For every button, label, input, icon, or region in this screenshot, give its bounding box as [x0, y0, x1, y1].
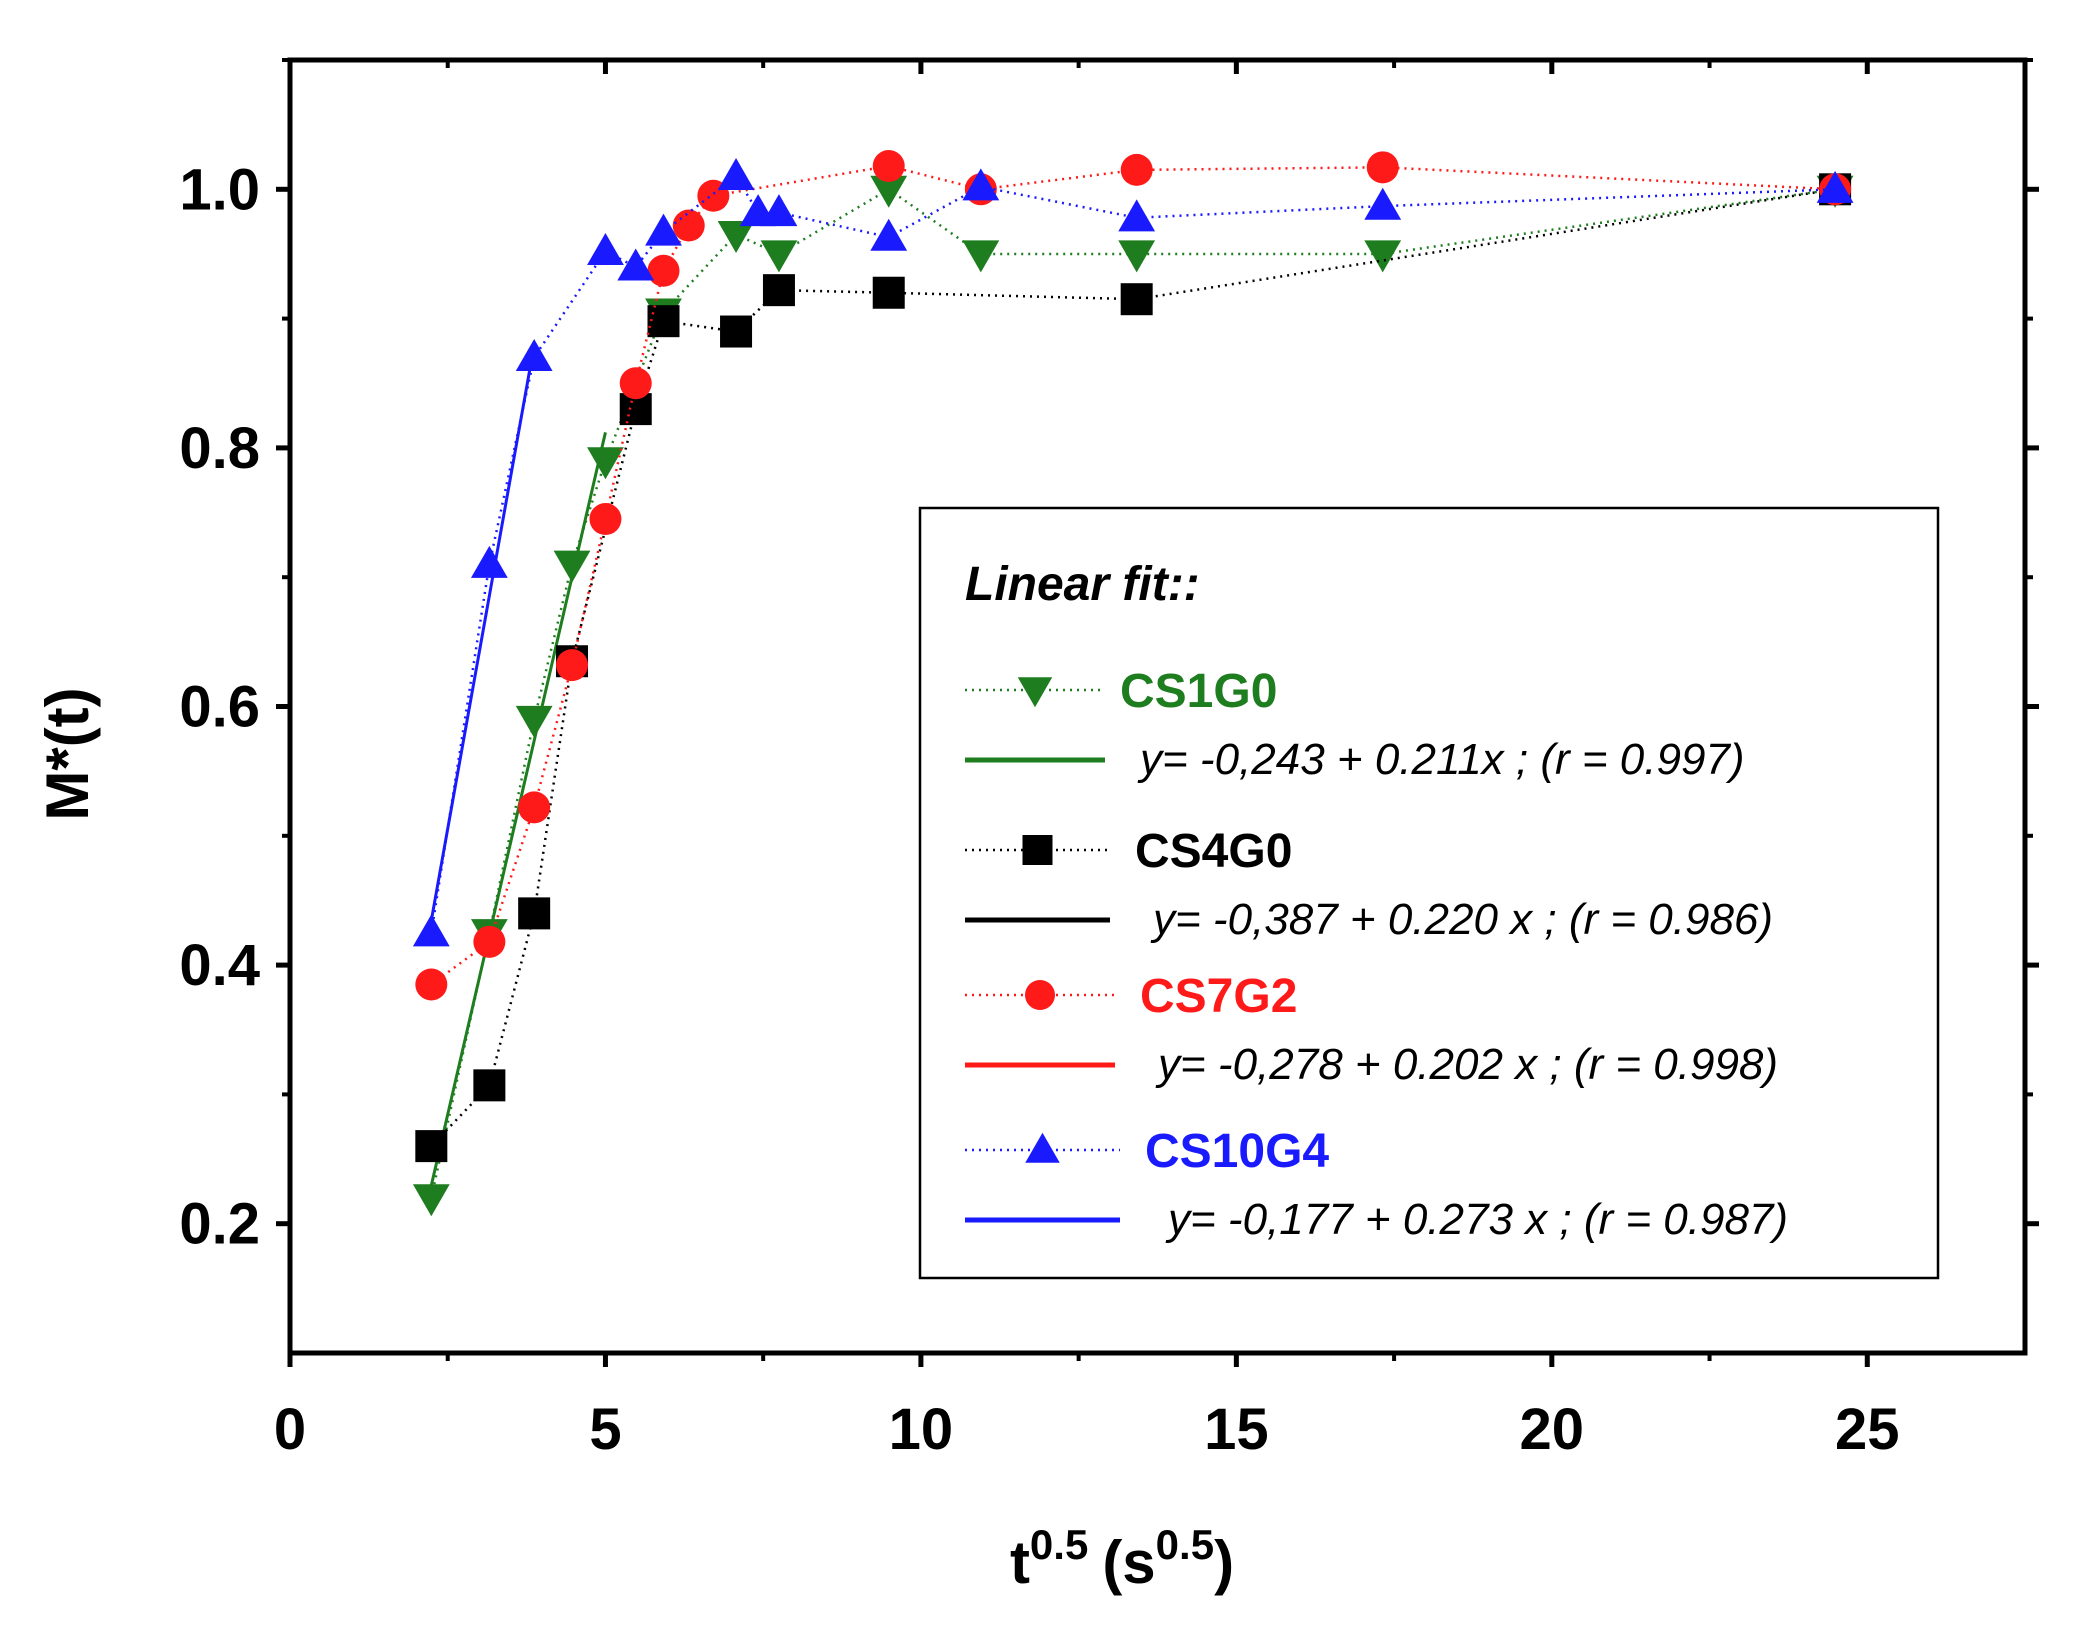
x-tick-label: 10: [889, 1397, 954, 1462]
data-point: [473, 925, 506, 958]
data-point: [587, 447, 624, 480]
legend-equation: y= -0,387 + 0.220 x ; (r = 0.986): [1150, 895, 1773, 944]
x-tick-label: 5: [589, 1397, 621, 1462]
x-axis-title-unit-exponent: 0.5: [1156, 1521, 1214, 1568]
data-point: [760, 194, 798, 227]
y-tick-label: 0.4: [179, 933, 260, 998]
data-point: [1366, 151, 1399, 184]
data-point: [762, 274, 795, 307]
data-point: [647, 254, 680, 287]
fit-line: [429, 344, 536, 921]
data-point: [1118, 240, 1156, 273]
x-axis-title-unit: (s: [1102, 1529, 1155, 1596]
x-tick-label: 25: [1835, 1397, 1900, 1462]
data-point: [870, 175, 908, 208]
x-axis-title-var-exponent: 0.5: [1030, 1521, 1088, 1568]
series-cs10g4: [412, 157, 1854, 947]
data-point: [1017, 677, 1053, 708]
x-axis-title-var: t: [1010, 1529, 1030, 1596]
legend-box: [918, 506, 1940, 1280]
data-point: [617, 248, 655, 281]
x-axis-title: t0.5 (s0.5): [1010, 1521, 1234, 1596]
series-cs4g0: [415, 173, 1852, 1163]
data-point: [412, 914, 450, 947]
data-point: [553, 550, 591, 583]
legend-entries: CS1G0 y= -0,243 + 0.211x ; (r = 0.997) CS4…: [965, 665, 1788, 1244]
data-point: [518, 791, 551, 824]
x-tick-label: 15: [1204, 1397, 1269, 1462]
legend-entry-cs4g0: CS4G0 y= -0,387 + 0.220 x ; (r = 0.986): [965, 825, 1773, 944]
data-point: [647, 305, 680, 338]
axes-layer: 0 5 10 15 20 25 0.2 0.4 0.6 0.8 1.0: [179, 58, 2039, 1462]
data-point: [962, 168, 1000, 201]
data-point: [962, 240, 1000, 273]
data-point: [672, 209, 705, 242]
y-axis-title: M*(t): [34, 687, 101, 820]
data-point: [872, 276, 905, 309]
data-point: [1025, 980, 1055, 1010]
data-point: [872, 150, 905, 183]
data-point: [1120, 283, 1153, 316]
data-point: [619, 367, 652, 400]
data-point: [645, 213, 682, 246]
legend-label: CS10G4: [1145, 1125, 1329, 1178]
y-tick-label: 0.2: [179, 1192, 260, 1257]
data-point: [415, 1130, 448, 1163]
legend-entry-cs10g4: CS10G4 y= -0,177 + 0.273 x ; (r = 0.987): [965, 1125, 1788, 1244]
data-point: [1120, 153, 1153, 186]
data-point: [556, 649, 589, 682]
legend-entry-cs7g2: CS7G2 y= -0,278 + 0.202 x ; (r = 0.998): [965, 970, 1778, 1089]
data-point: [470, 545, 508, 578]
data-point: [587, 232, 624, 265]
data-point: [1364, 240, 1402, 273]
data-point: [589, 503, 622, 536]
y-tick-label: 0.6: [179, 675, 260, 740]
data-point: [717, 157, 755, 190]
data-point: [1025, 1132, 1060, 1163]
data-point: [760, 240, 798, 273]
x-tick-label: 0: [274, 1397, 306, 1462]
data-point: [717, 220, 755, 253]
x-axis-title-close: ): [1214, 1529, 1234, 1596]
legend-label: CS4G0: [1135, 825, 1292, 878]
data-point: [870, 218, 908, 251]
x-tick-label: 20: [1520, 1397, 1585, 1462]
legend-entry-cs1g0: CS1G0 y= -0,243 + 0.211x ; (r = 0.997): [965, 665, 1745, 784]
legend-title: Linear fit::: [965, 558, 1200, 611]
legend-label: CS1G0: [1120, 665, 1277, 718]
data-point: [515, 338, 553, 371]
data-point: [1022, 835, 1053, 865]
data-point: [1364, 187, 1402, 220]
legend-equation: y= -0,278 + 0.202 x ; (r = 0.998): [1155, 1040, 1778, 1089]
series-cs7g2: [415, 150, 1852, 1001]
data-point: [515, 705, 553, 738]
series-connector: [430, 174, 1836, 933]
series-connector: [430, 164, 1836, 986]
data-point: [1118, 199, 1156, 232]
legend-label: CS7G2: [1140, 970, 1297, 1023]
data-point: [518, 897, 551, 930]
data-point: [473, 1069, 506, 1102]
data-point: [415, 968, 448, 1001]
legend-equation: y= -0,177 + 0.273 x ; (r = 0.987): [1165, 1195, 1788, 1244]
series-layer: [412, 150, 1854, 1217]
data-point: [1816, 170, 1854, 203]
data-point: [720, 315, 753, 348]
data-point: [412, 1184, 450, 1217]
y-tick-label: 1.0: [179, 157, 260, 222]
legend-equation: y= -0,243 + 0.211x ; (r = 0.997): [1137, 735, 1745, 784]
y-tick-label: 0.8: [179, 416, 260, 481]
